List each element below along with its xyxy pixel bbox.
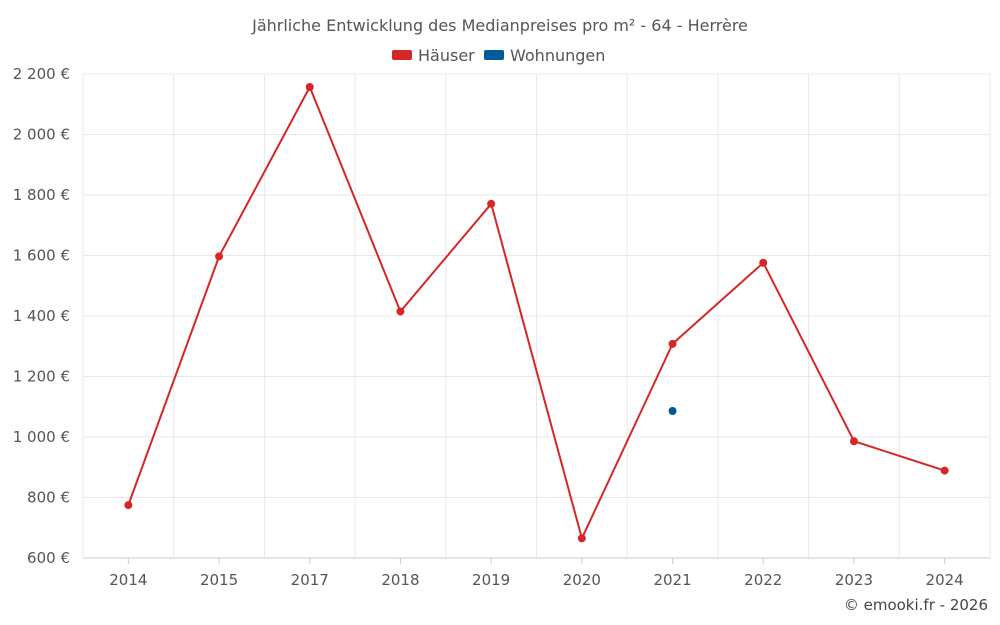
series-line-houses <box>127 86 945 540</box>
y-tick-label: 1 000 € <box>13 428 70 446</box>
y-tick-label: 600 € <box>27 549 70 567</box>
x-tick-label: 2014 <box>109 571 147 589</box>
grid <box>82 73 991 558</box>
y-tick-label: 1 600 € <box>13 247 70 265</box>
x-tick-label: 2022 <box>744 571 782 589</box>
y-tick-label: 800 € <box>27 489 70 507</box>
x-tick-label: 2020 <box>563 571 601 589</box>
data-point-houses[interactable] <box>759 258 768 267</box>
x-axis: 2014 2015 2017 2018 2019 2020 2021 2022 2023 2024 <box>83 557 990 589</box>
data-point-houses[interactable] <box>487 199 496 208</box>
data-point-houses[interactable] <box>940 466 949 475</box>
data-point-apartments[interactable] <box>668 406 677 415</box>
credit-text: © emooki.fr - 2026 <box>844 596 988 614</box>
x-tick-label: 2023 <box>835 571 873 589</box>
y-tick-label: 1 800 € <box>13 186 70 204</box>
data-point-houses[interactable] <box>396 307 405 316</box>
x-tick-label: 2015 <box>200 571 238 589</box>
legend: Häuser Wohnungen <box>392 46 605 65</box>
y-tick-label: 1 200 € <box>13 368 70 386</box>
y-tick-label: 1 400 € <box>13 307 70 325</box>
data-point-houses[interactable] <box>849 437 858 446</box>
x-tick-label: 2024 <box>926 571 964 589</box>
data-point-houses[interactable] <box>124 501 133 510</box>
x-tick-label: 2021 <box>653 571 691 589</box>
x-tick-label: 2017 <box>291 571 329 589</box>
legend-label-apartments[interactable]: Wohnungen <box>510 46 605 65</box>
y-tick-label: 2 200 € <box>13 65 70 83</box>
x-tick-label: 2019 <box>472 571 510 589</box>
y-axis: 600 € 800 € 1 000 € 1 200 € 1 400 € 1 600 € 1 … <box>13 65 70 567</box>
legend-label-houses[interactable]: Häuser <box>418 46 475 65</box>
chart-title: Jährliche Entwicklung des Medianpreises … <box>251 16 748 35</box>
data-point-houses[interactable] <box>305 83 314 92</box>
x-tick-label: 2018 <box>381 571 419 589</box>
y-tick-label: 2 000 € <box>13 126 70 144</box>
legend-swatch-apartments[interactable] <box>484 50 504 60</box>
series-layer <box>124 83 949 543</box>
data-point-houses[interactable] <box>577 534 586 543</box>
legend-swatch-houses[interactable] <box>392 50 412 60</box>
data-point-houses[interactable] <box>668 339 677 348</box>
data-point-houses[interactable] <box>215 252 224 261</box>
